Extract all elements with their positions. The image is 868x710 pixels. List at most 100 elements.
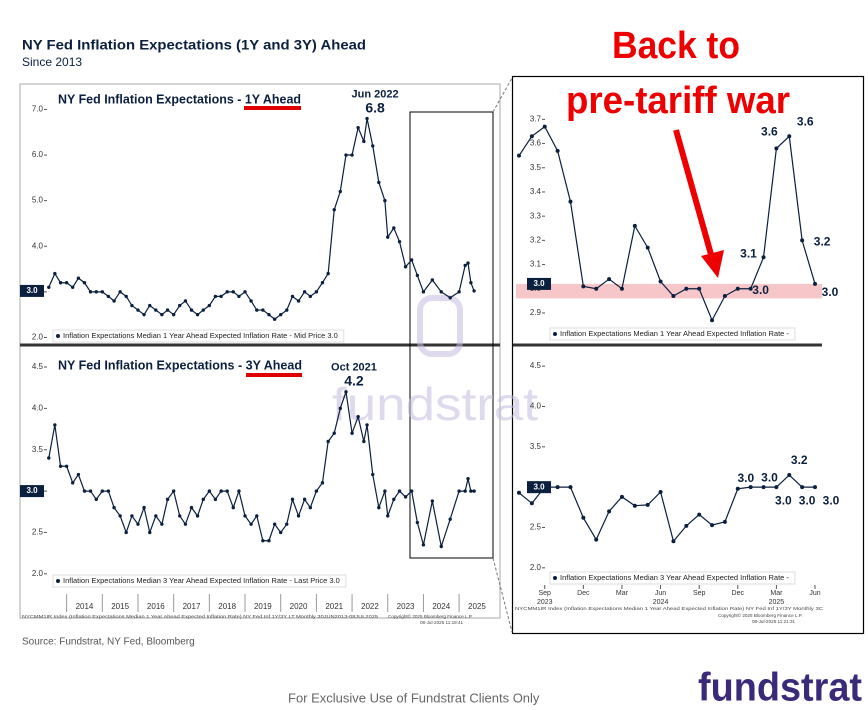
x-tick-label: 2016	[147, 602, 165, 611]
data-point	[70, 285, 75, 289]
y-tick-label: 3.5	[32, 445, 44, 454]
data-point	[272, 317, 277, 321]
data-point	[722, 294, 727, 299]
data-point	[397, 239, 402, 244]
data-point	[356, 125, 360, 130]
footnote: Copyright© 2025 Bloomberg Finance L.P.	[718, 612, 803, 618]
data-point	[332, 431, 336, 435]
data-point	[517, 490, 521, 495]
data-point	[285, 308, 289, 312]
data-point	[466, 476, 470, 481]
legend-label: Inflation Expectations Median 3 Year Ahe…	[560, 573, 789, 582]
data-point	[124, 294, 128, 299]
data-point	[377, 505, 381, 510]
footnote: 08-Jul-2025 11:19:41	[420, 620, 464, 625]
data-point	[568, 199, 573, 204]
data-point	[362, 439, 366, 444]
data-point	[213, 497, 218, 502]
source: Source: Fundstrat, NY Fed, Bloomberg	[22, 637, 195, 648]
data-point	[201, 497, 205, 502]
data-point	[421, 290, 426, 294]
data-point	[371, 144, 375, 148]
data-label: 3.6	[761, 125, 778, 139]
data-point	[365, 423, 369, 427]
legend-marker	[553, 332, 557, 336]
data-point	[201, 308, 205, 312]
data-point	[308, 294, 313, 299]
data-point	[415, 273, 420, 278]
y-tick-label: 3.3	[530, 211, 542, 220]
y-tick-label: 5.0	[32, 196, 44, 205]
data-point	[88, 489, 93, 493]
x-tick-label: 2017	[183, 602, 201, 611]
zoom-box	[409, 111, 494, 559]
data-point	[237, 489, 241, 493]
data-point	[219, 489, 223, 493]
series-line	[518, 125, 816, 322]
data-point	[154, 308, 158, 312]
data-point	[457, 290, 461, 294]
data-point	[463, 263, 467, 268]
x-tick-label: 2022	[361, 602, 379, 611]
annotation-arrowhead	[701, 250, 724, 278]
data-point	[165, 308, 170, 312]
x-tick-label: Dec	[732, 590, 745, 597]
data-point	[231, 505, 235, 510]
data-point	[296, 299, 301, 303]
data-point	[290, 294, 295, 299]
data-point	[255, 514, 259, 518]
data-point	[285, 522, 289, 526]
data-point	[47, 456, 51, 460]
data-point	[466, 261, 470, 265]
data-point	[154, 514, 158, 518]
data-point	[261, 308, 265, 312]
data-point	[415, 520, 420, 525]
data-point	[748, 485, 753, 490]
data-point	[118, 290, 122, 294]
data-point	[392, 497, 396, 502]
data-point	[136, 308, 140, 312]
x-tick-label: Mar 2025	[769, 590, 785, 606]
data-point	[171, 489, 176, 493]
data-point	[237, 294, 241, 299]
x-tick-label: Jun	[809, 590, 820, 597]
current-value-label: 3.0	[533, 279, 545, 288]
current-value-label: 3.0	[26, 486, 38, 495]
legend-marker	[56, 334, 60, 338]
footnote: 08-Jul-2025 11:21:31	[752, 619, 796, 624]
watermark-text: fundstrat	[332, 378, 538, 430]
data-point	[243, 514, 247, 518]
data-point	[362, 139, 366, 144]
data-point	[195, 312, 200, 317]
data-point	[463, 489, 467, 493]
data-point	[607, 509, 612, 514]
data-point	[710, 318, 715, 323]
data-point	[529, 134, 534, 139]
data-point	[581, 284, 586, 289]
y-tick-label: 2.9	[530, 308, 542, 317]
data-point	[403, 495, 408, 499]
data-point	[529, 501, 534, 506]
x-tick-label: 2023	[397, 602, 415, 611]
y-tick-label: 3.1	[530, 260, 542, 269]
data-point	[183, 299, 188, 303]
legend-box	[52, 574, 347, 588]
y-tick-label: 3.5	[530, 442, 542, 451]
annotation-arrow	[673, 129, 715, 259]
y-tick-label: 2.0	[32, 333, 44, 342]
data-point	[383, 489, 387, 493]
data-point	[171, 312, 176, 317]
data-point	[344, 390, 348, 394]
data-point	[338, 406, 342, 411]
data-point	[130, 303, 134, 308]
page-subtitle: Since 2013	[22, 55, 82, 69]
peak-date: Oct 2021	[331, 362, 377, 374]
data-point	[112, 299, 116, 303]
watermark-icon	[417, 295, 463, 357]
data-point	[710, 523, 715, 528]
data-point	[813, 485, 817, 490]
data-point	[267, 312, 271, 317]
data-point	[645, 502, 650, 507]
data-point	[472, 489, 476, 493]
